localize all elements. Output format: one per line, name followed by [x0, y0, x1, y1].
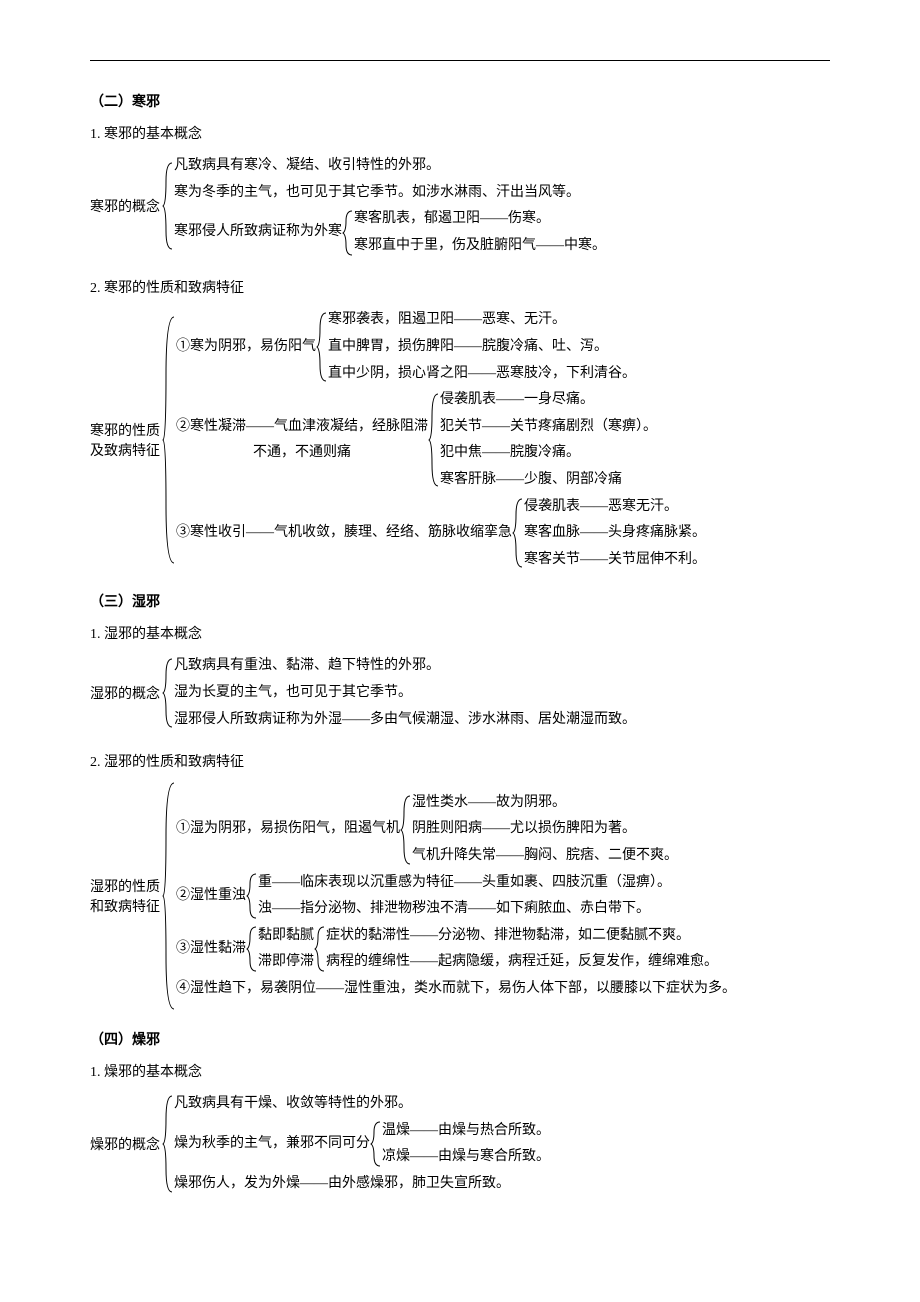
section-3-sub2: 2. 湿邪的性质和致病特征 [90, 751, 830, 771]
text-line: 气机升降失常——胸闷、脘痞、二便不爽。 [412, 843, 678, 870]
text-line: 侵袭肌表——恶寒无汗。 [524, 494, 706, 521]
text-line: ③湿性黏滞 [176, 936, 246, 963]
brace-icon [316, 311, 328, 383]
brace-icon [428, 392, 440, 488]
text-line: 凉燥——由燥与寒合所致。 [382, 1144, 550, 1171]
text-line: ②湿性重浊 [176, 883, 246, 910]
text-line: 重——临床表现以沉重感为特征——头重如裹、四肢沉重（湿痹）。 [258, 870, 671, 897]
text-line: 燥为秋季的主气，兼邪不同可分 [174, 1131, 370, 1158]
brace-icon [314, 925, 326, 973]
brace-icon [342, 209, 354, 257]
text-line: 凡致病具有寒冷、凝结、收引特性的外邪。 [174, 153, 606, 180]
text-line: 侵袭肌表——一身尽痛。 [440, 387, 657, 414]
brace-icon [162, 1094, 174, 1194]
text-line: ③寒性收引——气机收敛，腠理、经络、筋脉收缩挛急 [176, 520, 512, 547]
shixie-concept: 湿邪的概念 凡致病具有重浊、黏滞、趋下特性的外邪。 湿为长夏的主气，也可见于其它… [90, 653, 830, 733]
text-line: ①寒为阴邪，易伤阳气 [176, 334, 316, 361]
brace-icon [162, 161, 174, 251]
text-line: 凡致病具有重浊、黏滞、趋下特性的外邪。 [174, 653, 636, 680]
text-line: 湿邪侵人所致病证称为外湿——多由气候潮湿、涉水淋雨、居处潮湿而致。 [174, 707, 636, 734]
label-line: 寒邪的性质 [90, 420, 160, 440]
zaoxie-concept: 燥邪的概念 凡致病具有干燥、收敛等特性的外邪。 燥为秋季的主气，兼邪不同可分 温… [90, 1091, 830, 1197]
text-line: 浊——指分泌物、排泄物秽浊不清——如下痢脓血、赤白带下。 [258, 896, 671, 923]
text-line: 犯中焦——脘腹冷痛。 [440, 440, 657, 467]
text-line: 直中脾胃，损伤脾阳——脘腹冷痛、吐、泻。 [328, 334, 636, 361]
text-line: 直中少阴，损心肾之阳——恶寒肢冷，下利清谷。 [328, 361, 636, 388]
brace-icon [512, 497, 524, 569]
text-line: 滞即停滞 [258, 949, 314, 976]
hanxie-nature-label: 寒邪的性质 及致病特征 [90, 420, 162, 460]
section-2-sub1: 1. 寒邪的基本概念 [90, 123, 830, 143]
label-line: 及致病特征 [90, 440, 160, 460]
hanxie-concept: 寒邪的概念 凡致病具有寒冷、凝结、收引特性的外邪。 寒为冬季的主气，也可见于其它… [90, 153, 830, 259]
brace-icon [162, 657, 174, 729]
brace-icon [370, 1120, 382, 1168]
section-3-title: （三）湿邪 [90, 591, 830, 611]
section-4-sub1: 1. 燥邪的基本概念 [90, 1061, 830, 1081]
brace-icon [162, 781, 176, 1011]
text-line: 湿为长夏的主气，也可见于其它季节。 [174, 680, 636, 707]
text-line: 温燥——由燥与热合所致。 [382, 1118, 550, 1145]
text-line: 症状的黏滞性——分泌物、排泄物黏滞，如二便黏腻不爽。 [326, 923, 718, 950]
shixie-nature-label: 湿邪的性质 和致病特征 [90, 876, 162, 916]
text-line: 寒客肌表，郁遏卫阳——伤寒。 [354, 206, 606, 233]
text-line: ①湿为阴邪，易损伤阳气，阻遏气机 [176, 816, 400, 843]
section-4-title: （四）燥邪 [90, 1029, 830, 1049]
text-line: 湿性类水——故为阴邪。 [412, 790, 678, 817]
text-line: 寒邪直中于里，伤及脏腑阳气——中寒。 [354, 233, 606, 260]
top-rule [90, 60, 830, 61]
text-line: 不通，不通则痛 [176, 440, 428, 467]
text-line: 黏即黏腻 [258, 923, 314, 950]
label-line: 湿邪的性质 [90, 876, 160, 896]
brace-icon [246, 925, 258, 973]
brace-icon [400, 794, 412, 866]
text-line: 阴胜则阳病——尤以损伤脾阳为著。 [412, 816, 678, 843]
section-2-title: （二）寒邪 [90, 91, 830, 111]
section-2-sub2: 2. 寒邪的性质和致病特征 [90, 277, 830, 297]
text-line: 寒客关节——关节屈伸不利。 [524, 547, 706, 574]
text-line: 寒为冬季的主气，也可见于其它季节。如涉水淋雨、汗出当风等。 [174, 180, 606, 207]
label-line: 和致病特征 [90, 896, 160, 916]
text-line: ④湿性趋下，易袭阴位——湿性重浊，类水而就下，易伤人体下部，以腰膝以下症状为多。 [176, 976, 736, 1003]
text-line: 燥邪伤人，发为外燥——由外感燥邪，肺卫失宣所致。 [174, 1171, 550, 1198]
shixie-concept-label: 湿邪的概念 [90, 683, 162, 703]
text-line: 寒邪袭表，阻遏卫阳——恶寒、无汗。 [328, 307, 636, 334]
text-line: 凡致病具有干燥、收敛等特性的外邪。 [174, 1091, 550, 1118]
section-3-sub1: 1. 湿邪的基本概念 [90, 623, 830, 643]
hanxie-nature: 寒邪的性质 及致病特征 ①寒为阴邪，易伤阳气 寒邪袭表，阻遏卫阳——恶寒、无汗。… [90, 307, 830, 573]
brace-icon [162, 315, 176, 565]
brace-icon [246, 872, 258, 920]
hanxie-concept-label: 寒邪的概念 [90, 196, 162, 216]
text-line: 寒客肝脉——少腹、阴部冷痛 [440, 467, 657, 494]
text-line: 病程的缠绵性——起病隐缓，病程迁延，反复发作，缠绵难愈。 [326, 949, 718, 976]
shixie-nature: 湿邪的性质 和致病特征 ①湿为阴邪，易损伤阳气，阻遏气机 湿性类水——故为阴邪。… [90, 781, 830, 1011]
text-line: 犯关节——关节疼痛剧烈（寒痹）。 [440, 414, 657, 441]
zaoxie-concept-label: 燥邪的概念 [90, 1134, 162, 1154]
text-line: 寒客血脉——头身疼痛脉紧。 [524, 520, 706, 547]
text-line: ②寒性凝滞——气血津液凝结，经脉阻滞 [176, 414, 428, 441]
text-line: 寒邪侵人所致病证称为外寒 [174, 219, 342, 246]
document-page: （二）寒邪 1. 寒邪的基本概念 寒邪的概念 凡致病具有寒冷、凝结、收引特性的外… [0, 0, 920, 1255]
